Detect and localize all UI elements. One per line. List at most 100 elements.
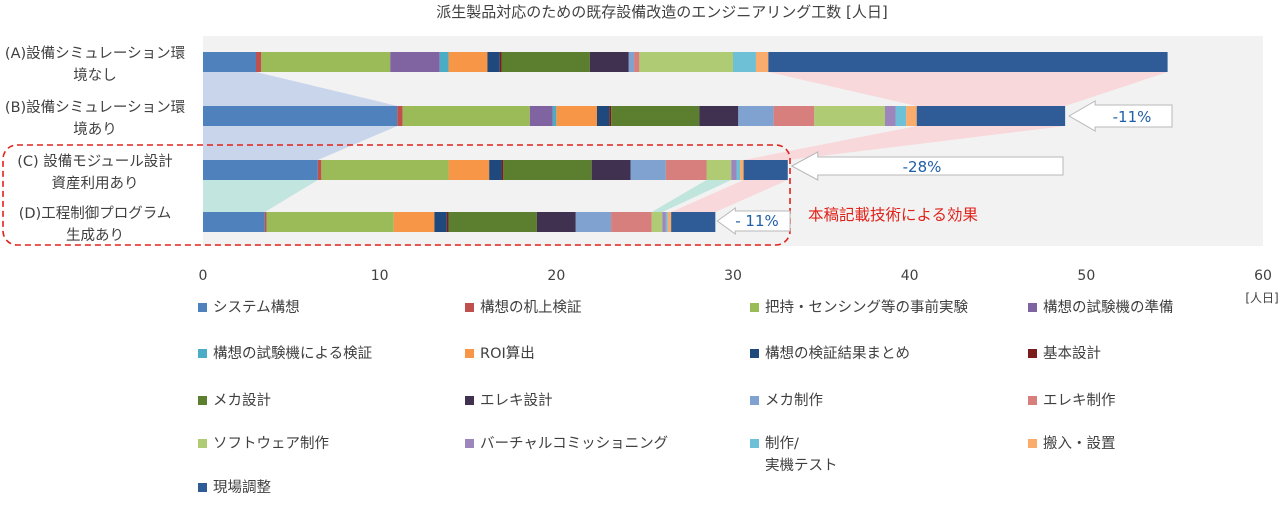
bar-segment <box>738 106 774 126</box>
x-tick-label: 30 <box>724 268 742 284</box>
bar-segment <box>448 52 488 72</box>
connector-layer <box>203 72 1168 212</box>
legend-item: 搬入・設置 <box>1028 435 1116 452</box>
reduction-label-d: - 11% <box>735 212 779 230</box>
bar-segment <box>628 52 635 72</box>
legend-swatch <box>1028 303 1037 312</box>
bar-segment <box>264 212 267 232</box>
bar-segment <box>529 106 553 126</box>
bar-segment <box>773 106 815 126</box>
x-tick-label: 50 <box>1077 268 1095 284</box>
bar-segment <box>448 160 490 180</box>
legend-label: 搬入・設置 <box>1043 435 1116 452</box>
category-label: (C) 設備モジュール設計 <box>17 153 173 170</box>
legend-label: エレキ設計 <box>480 392 553 409</box>
legend-label: 構想の試験機の準備 <box>1043 299 1174 316</box>
bar-segment <box>651 212 663 232</box>
legend-swatch <box>198 439 207 448</box>
legend-label: 構想の机上検証 <box>480 299 582 316</box>
legend-swatch <box>465 349 474 358</box>
bar-segment <box>203 160 318 180</box>
legend-label: 制作/ <box>765 435 799 452</box>
legend-item: エレキ設計 <box>465 392 553 409</box>
bar-segment <box>731 160 737 180</box>
legend-item: 構想の机上検証 <box>465 299 582 316</box>
legend-swatch <box>750 349 759 358</box>
bar-segment <box>740 160 744 180</box>
bar-segment <box>630 160 666 180</box>
bar-segment <box>397 106 403 126</box>
bar-segment <box>499 52 502 72</box>
legend-item: 構想の試験機による検証 <box>198 345 372 362</box>
bar-segment <box>501 160 504 180</box>
bar-segment <box>706 160 732 180</box>
legend-item: 構想の検証結果まとめ <box>750 345 910 362</box>
legend: システム構想 構想の机上検証 把持・センシング等の事前実験 構想の試験機の準備構想の試… <box>198 298 1174 496</box>
bar-segment <box>667 212 672 232</box>
connector-ribbon <box>203 126 398 160</box>
legend-item: 構想の試験機の準備 <box>1028 299 1174 316</box>
legend-item: エレキ制作 <box>1028 392 1116 409</box>
legend-label: メカ制作 <box>765 392 823 409</box>
reduction-arrow-c <box>790 151 1064 181</box>
category-label: (A)設備シミュレーション環 <box>5 45 186 62</box>
legend-label: メカ設計 <box>213 392 271 409</box>
bar-segment <box>552 106 557 126</box>
connector-ribbon <box>203 72 398 106</box>
connector-ribbon <box>743 126 1066 160</box>
legend-label: エレキ制作 <box>1043 392 1116 409</box>
legend-label: システム構想 <box>213 299 300 316</box>
bar-segment <box>733 52 756 72</box>
bar-segment <box>743 160 788 180</box>
category-label: 生成あり <box>66 227 124 244</box>
legend-swatch <box>465 439 474 448</box>
reduction-label-c: -28% <box>903 158 942 176</box>
legend-item: メカ制作 <box>750 392 823 409</box>
bar-segment <box>203 52 256 72</box>
bar-segment <box>609 106 612 126</box>
category-label: 境あり <box>73 120 117 138</box>
bar-segment <box>501 52 590 72</box>
legend-swatch <box>198 483 207 492</box>
x-axis-unit: [人日] <box>1245 291 1278 305</box>
bar-segment <box>448 212 537 232</box>
legend-swatch <box>750 396 759 405</box>
bar-segment <box>390 52 440 72</box>
bar-segment <box>256 52 262 72</box>
bar-segment <box>439 52 449 72</box>
bar-segment <box>591 160 631 180</box>
bar-segment <box>266 212 394 232</box>
bar-segment <box>203 106 398 126</box>
bar-segment <box>317 160 322 180</box>
bar-segment <box>895 106 907 126</box>
bar-segment <box>736 160 741 180</box>
legend-label: 現場調整 <box>213 479 271 496</box>
bar-segment <box>611 106 700 126</box>
x-tick-label: 40 <box>901 268 919 284</box>
reduction-label-b: -11% <box>1113 108 1152 126</box>
legend-label: 構想の検証結果まとめ <box>765 345 910 362</box>
legend-label: ソフトウェア制作 <box>213 435 329 452</box>
bar-segment <box>575 212 612 232</box>
bar-segment <box>699 106 739 126</box>
legend-label: ROI算出 <box>480 345 535 362</box>
bar-segment <box>393 212 435 232</box>
bar-segment <box>634 52 640 72</box>
bar-segment <box>556 106 597 126</box>
legend-item: 現場調整 <box>198 479 271 496</box>
connector-ribbon <box>671 180 788 212</box>
category-label: (D)工程制御プログラム <box>19 205 172 222</box>
bar-group <box>203 160 788 180</box>
bar-segment <box>755 52 769 72</box>
bar-segment <box>671 212 716 232</box>
legend-item: ROI算出 <box>465 345 535 362</box>
category-label: (B)設備シミュレーション環 <box>5 99 186 116</box>
connector-ribbon <box>203 180 318 212</box>
legend-swatch <box>198 396 207 405</box>
x-tick-label: 60 <box>1254 268 1272 284</box>
bar-segment <box>665 160 707 180</box>
bar-segment <box>402 106 530 126</box>
bar-segment <box>446 212 449 232</box>
legend-item: 制作/実機テスト <box>750 435 838 474</box>
